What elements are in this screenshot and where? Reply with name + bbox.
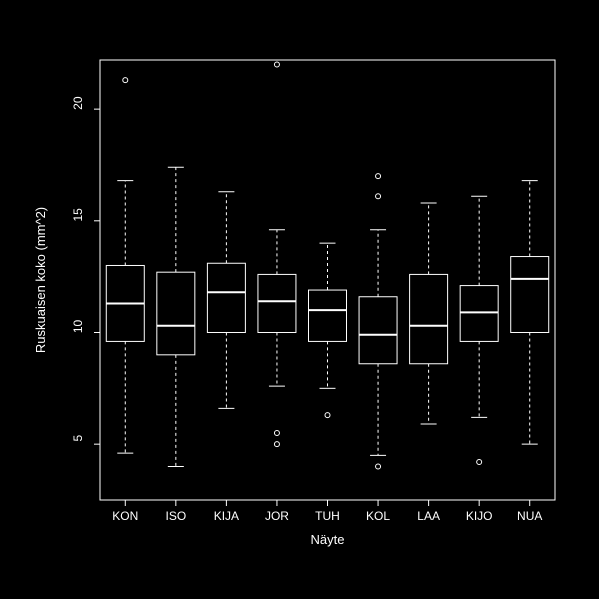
box [157,272,195,355]
outlier [376,464,381,469]
outlier [274,62,279,67]
outlier [274,442,279,447]
outlier [376,194,381,199]
box [309,290,347,341]
x-tick-label: KIJA [214,509,239,523]
y-tick-label: 20 [71,96,85,110]
outlier [325,413,330,418]
chart-svg: 5 10 15 20 KON ISO KIJA JOR TUH KOL LAA KIJO NUA Näyt… [0,0,599,599]
outlier [376,174,381,179]
box [460,286,498,342]
outlier [274,430,279,435]
x-tick-label: KON [112,509,138,523]
x-tick-label: TUH [315,509,340,523]
x-axis-label: Näyte [311,532,345,547]
box [410,274,448,363]
y-tick-label: 5 [71,435,85,442]
y-axis-label: Ruskuaisen koko (mm^2) [33,207,48,353]
x-tick-label: ISO [165,509,186,523]
x-tick-label: JOR [265,509,289,523]
x-tick-label: KOL [366,509,390,523]
y-tick-label: 10 [71,319,85,333]
box [359,297,397,364]
outlier [123,78,128,83]
boxplot-chart: 5 10 15 20 KON ISO KIJA JOR TUH KOL LAA KIJO NUA Näyt… [0,0,599,599]
outlier [477,460,482,465]
box [207,263,245,332]
y-tick-label: 15 [71,208,85,222]
box [258,274,296,332]
x-tick-label: KIJO [466,509,493,523]
box [511,257,549,333]
x-tick-label: LAA [417,509,440,523]
x-tick-label: NUA [517,509,542,523]
